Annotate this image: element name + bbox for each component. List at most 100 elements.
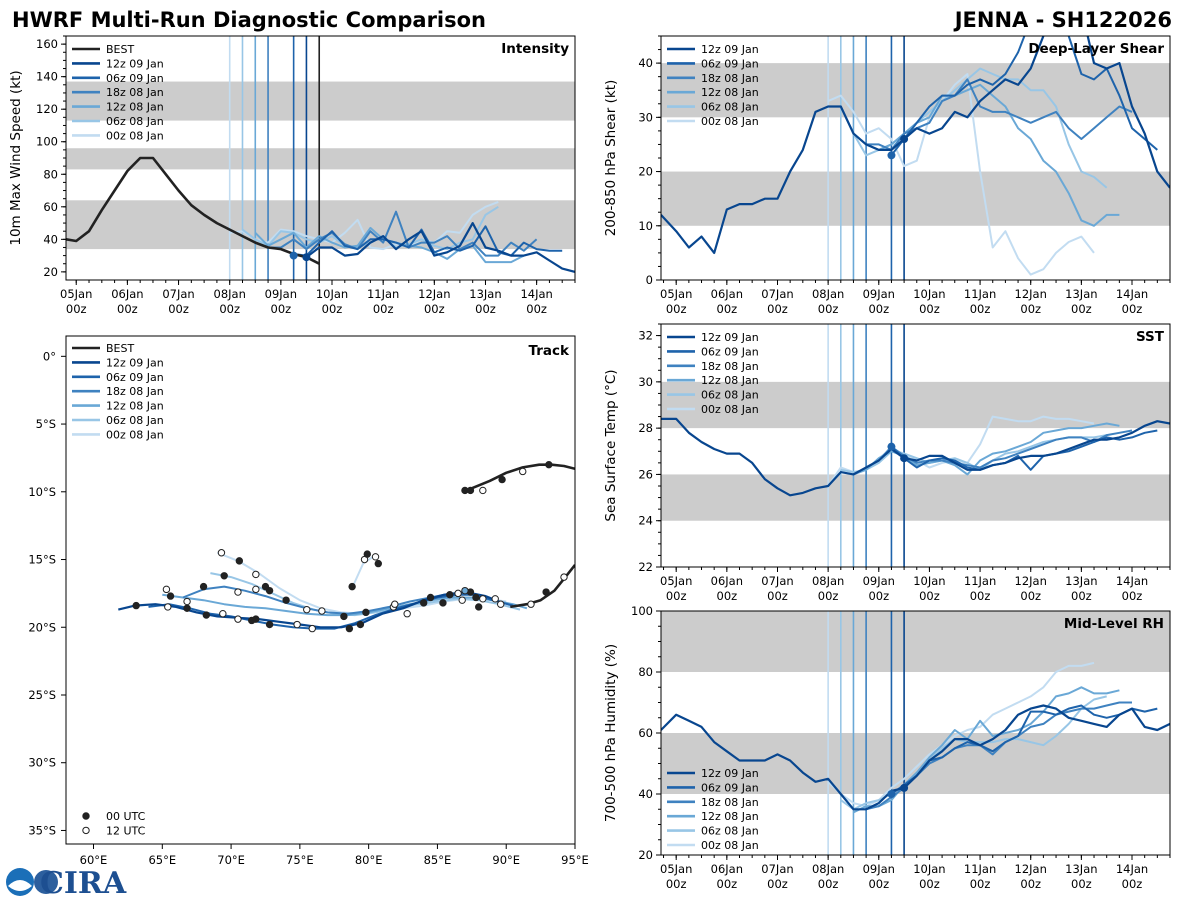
position-marker-00utc — [374, 559, 382, 568]
panel-shear: 01020304005Jan00z06Jan00z07Jan00z08Jan00… — [603, 35, 1171, 316]
x-tick-label-date: 05Jan — [660, 574, 692, 588]
x-tick-label-hour: 00z — [1071, 877, 1092, 891]
series-line-12z-09-jan — [661, 417, 1170, 497]
init-marker-1 — [900, 783, 909, 792]
init-marker-1 — [302, 253, 311, 262]
position-marker-12utc — [479, 486, 487, 495]
x-tick-label-date: 13Jan — [469, 287, 501, 301]
marker-legend-symbol — [82, 812, 90, 820]
legend-label: 06z 09 Jan — [701, 345, 759, 358]
x-tick-label-date: 07Jan — [761, 287, 793, 301]
y-tick-label: 40 — [638, 56, 653, 70]
y-tick-label: 28 — [638, 421, 653, 435]
position-marker-00utc — [362, 608, 370, 617]
y-tick-label: 24 — [638, 514, 653, 528]
marker-legend-label: 12 UTC — [106, 824, 146, 837]
x-tick-label-hour: 00z — [1122, 877, 1143, 891]
x-tick-label-hour: 00z — [1020, 877, 1041, 891]
position-marker-00utc — [199, 582, 208, 591]
panel-title: Track — [529, 343, 570, 359]
init-marker-0 — [887, 151, 896, 160]
x-tick-label-date: 10Jan — [316, 287, 348, 301]
series-line-12z-09-jan — [661, 36, 1170, 254]
panel-title: Deep-Layer Shear — [1028, 41, 1164, 57]
x-tick-label-date: 06Jan — [711, 574, 743, 588]
x-tick-label-hour: 00z — [117, 302, 138, 316]
position-marker-00utc — [220, 572, 228, 580]
x-tick-label-hour: 00z — [818, 302, 839, 316]
position-marker-00utc — [261, 582, 270, 591]
lon-tick-label: 65°E — [148, 853, 176, 867]
y-axis-label: Sea Surface Temp (°C) — [603, 369, 619, 521]
legend-label: 00z 08 Jan — [106, 129, 164, 142]
legend-label: 18z 08 Jan — [106, 385, 164, 398]
legend-label: 12z 09 Jan — [106, 57, 164, 70]
position-marker-12utc — [479, 595, 487, 603]
position-marker-00utc — [498, 475, 506, 484]
y-tick-label: 60 — [638, 726, 653, 740]
panel-title: Mid-Level RH — [1064, 616, 1164, 632]
y-tick-label: 10 — [638, 219, 653, 233]
panel-intensity: 2040608010012014016005Jan00z06Jan00z07Ja… — [8, 35, 576, 316]
x-tick-label-hour: 00z — [424, 302, 445, 316]
x-tick-label-date: 12Jan — [1015, 574, 1047, 588]
position-marker-12utc — [219, 610, 227, 618]
x-tick-label-date: 05Jan — [660, 287, 692, 301]
x-tick-label-hour: 00z — [322, 302, 343, 316]
series-line-12z-09-jan — [305, 222, 575, 273]
position-marker-12utc — [318, 607, 326, 615]
position-marker-00utc — [345, 624, 354, 633]
lon-tick-label: 90°E — [492, 853, 520, 867]
position-marker-00utc — [356, 620, 365, 629]
position-marker-12utc — [527, 600, 535, 608]
y-tick-label: 40 — [638, 787, 653, 801]
legend-label: 06z 08 Jan — [701, 389, 759, 402]
legend-label: 12z 09 Jan — [701, 43, 759, 56]
position-marker-12utc — [252, 585, 260, 594]
init-marker-1 — [900, 135, 909, 144]
y-tick-label: 120 — [36, 102, 58, 116]
series-line-00z-08-jan — [827, 661, 1095, 808]
marker-legend-symbol — [82, 826, 90, 835]
legend-label: 18z 08 Jan — [701, 360, 759, 373]
position-marker-00utc — [461, 586, 469, 595]
y-tick-label: 140 — [36, 70, 58, 84]
y-tick-label: 160 — [36, 37, 58, 51]
figure-title: HWRF Multi-Run Diagnostic Comparison — [12, 8, 486, 32]
legend-label: BEST — [106, 43, 134, 56]
x-tick-label-hour: 00z — [666, 589, 687, 603]
x-tick-label-hour: 00z — [1122, 302, 1143, 316]
panel-sst: 22242628303205Jan00z06Jan00z07Jan00z08Ja… — [603, 323, 1171, 603]
threshold-band-0 — [661, 474, 1170, 521]
legend-label: 12z 08 Jan — [701, 810, 759, 823]
x-tick-label-hour: 00z — [868, 877, 889, 891]
x-tick-label-date: 09Jan — [265, 287, 297, 301]
position-marker-00utc — [419, 599, 428, 607]
x-tick-label-date: 13Jan — [1065, 287, 1097, 301]
lat-tick-label: 5°S — [36, 417, 56, 431]
x-tick-label-hour: 00z — [919, 589, 940, 603]
axes-frame — [65, 335, 576, 845]
panel-track: 0° 5°S 10°S 15°S 20°S 25°S 30°S 35°S 60°E 65°E 70°… — [28, 335, 589, 867]
x-tick-label-date: 14Jan — [1116, 287, 1148, 301]
threshold-band-1 — [66, 148, 575, 170]
x-tick-label-hour: 00z — [919, 877, 940, 891]
x-tick-label-hour: 00z — [717, 302, 738, 316]
init-marker-1 — [900, 454, 909, 463]
position-marker-00utc — [542, 588, 550, 596]
lat-tick-label: 25°S — [28, 688, 56, 702]
panel-title: SST — [1136, 329, 1165, 345]
position-marker-00utc — [202, 611, 211, 619]
threshold-band-0 — [661, 171, 1170, 226]
legend-label: 12z 09 Jan — [701, 331, 759, 344]
storm-id: JENNA - SH122026 — [953, 8, 1172, 32]
position-marker-00utc — [132, 601, 140, 610]
x-tick-label-hour: 00z — [970, 877, 991, 891]
legend-label: 12z 08 Jan — [106, 101, 164, 114]
x-tick-label-hour: 00z — [475, 302, 496, 316]
x-tick-label-date: 11Jan — [367, 287, 399, 301]
position-marker-00utc — [265, 620, 274, 629]
y-tick-label: 32 — [638, 329, 653, 343]
legend-label: 06z 09 Jan — [701, 57, 759, 70]
y-tick-label: 0 — [646, 273, 653, 287]
